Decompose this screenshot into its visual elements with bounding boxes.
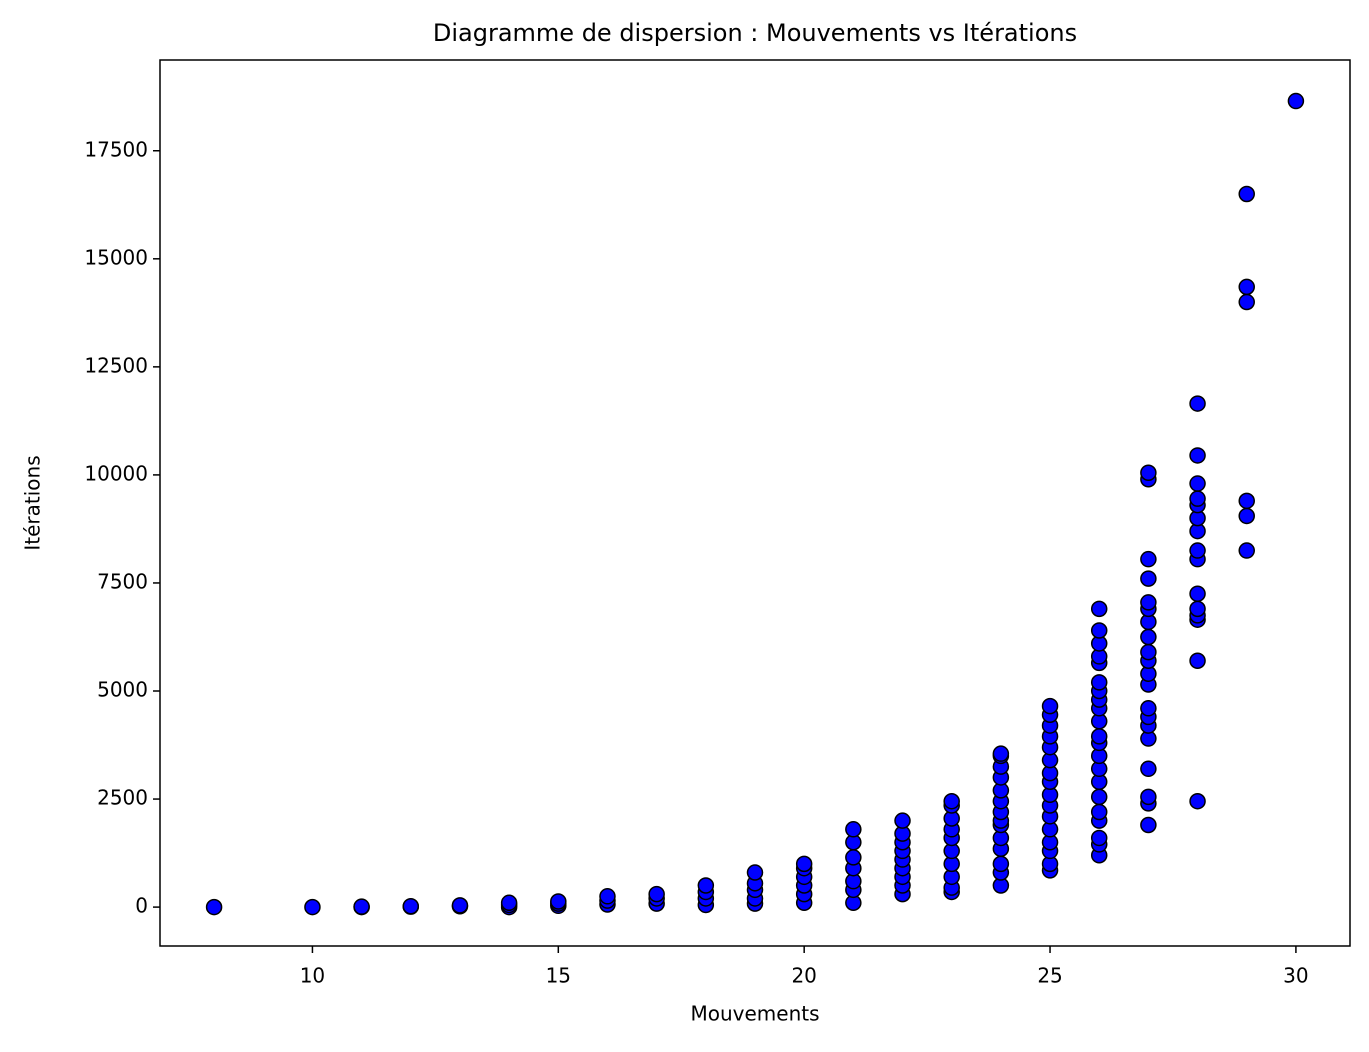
point bbox=[1287, 92, 1305, 110]
point bbox=[648, 885, 665, 903]
point bbox=[1090, 829, 1108, 847]
point bbox=[1189, 490, 1206, 507]
point bbox=[992, 745, 1010, 762]
y-tick-label: 7500 bbox=[97, 569, 148, 593]
point bbox=[1189, 475, 1206, 492]
point bbox=[205, 898, 223, 916]
point bbox=[1090, 788, 1108, 806]
point bbox=[1189, 395, 1206, 412]
x-tick-label: 30 bbox=[1283, 964, 1308, 988]
point bbox=[1041, 697, 1059, 715]
y-tick-label: 5000 bbox=[97, 678, 148, 702]
point bbox=[1189, 792, 1206, 810]
point bbox=[845, 821, 862, 838]
point bbox=[795, 855, 813, 873]
point bbox=[1238, 185, 1255, 203]
plot-frame bbox=[159, 59, 1351, 947]
point bbox=[1090, 728, 1108, 745]
point bbox=[1238, 507, 1255, 525]
y-tick-label: 17500 bbox=[84, 137, 148, 161]
point bbox=[697, 877, 715, 894]
chart-title: Diagramme de dispersion : Mouvements vs … bbox=[433, 19, 1077, 47]
point bbox=[1140, 464, 1157, 481]
x-tick-label: 25 bbox=[1037, 964, 1062, 988]
point bbox=[1140, 643, 1157, 661]
point bbox=[894, 812, 911, 829]
x-tick-label: 15 bbox=[546, 964, 571, 988]
y-axis-label: Itérations bbox=[21, 455, 45, 550]
point bbox=[1238, 293, 1255, 311]
point bbox=[1140, 628, 1157, 646]
y-tick-label: 15000 bbox=[84, 245, 148, 269]
point bbox=[500, 894, 518, 912]
point bbox=[1238, 542, 1255, 559]
point bbox=[1238, 278, 1255, 296]
point bbox=[1140, 550, 1157, 568]
point bbox=[304, 898, 321, 916]
y-tick-label: 2500 bbox=[97, 786, 148, 810]
y-tick-label: 10000 bbox=[84, 461, 148, 485]
point bbox=[943, 792, 960, 810]
point bbox=[1189, 652, 1206, 670]
point bbox=[1140, 816, 1157, 834]
point bbox=[1090, 803, 1108, 821]
point bbox=[1189, 542, 1206, 559]
point bbox=[451, 897, 469, 914]
point bbox=[1140, 700, 1157, 717]
point bbox=[1140, 788, 1157, 806]
point bbox=[1189, 585, 1206, 603]
point bbox=[746, 864, 764, 881]
point bbox=[599, 888, 616, 905]
point bbox=[1090, 600, 1108, 618]
y-tick-label: 0 bbox=[135, 894, 148, 918]
point bbox=[1140, 570, 1157, 587]
point bbox=[1140, 594, 1157, 611]
point bbox=[1189, 600, 1206, 618]
point bbox=[353, 898, 370, 915]
point bbox=[845, 849, 862, 866]
point bbox=[402, 897, 420, 915]
x-tick-label: 20 bbox=[791, 964, 816, 988]
point bbox=[1189, 447, 1206, 464]
point bbox=[1140, 760, 1157, 778]
y-tick-label: 12500 bbox=[84, 353, 148, 377]
point bbox=[1090, 674, 1108, 691]
point bbox=[1238, 492, 1255, 510]
x-tick-label: 10 bbox=[300, 964, 325, 988]
point bbox=[1090, 622, 1108, 639]
x-axis-label: Mouvements bbox=[690, 1002, 819, 1026]
point bbox=[550, 893, 567, 910]
point bbox=[992, 855, 1010, 873]
